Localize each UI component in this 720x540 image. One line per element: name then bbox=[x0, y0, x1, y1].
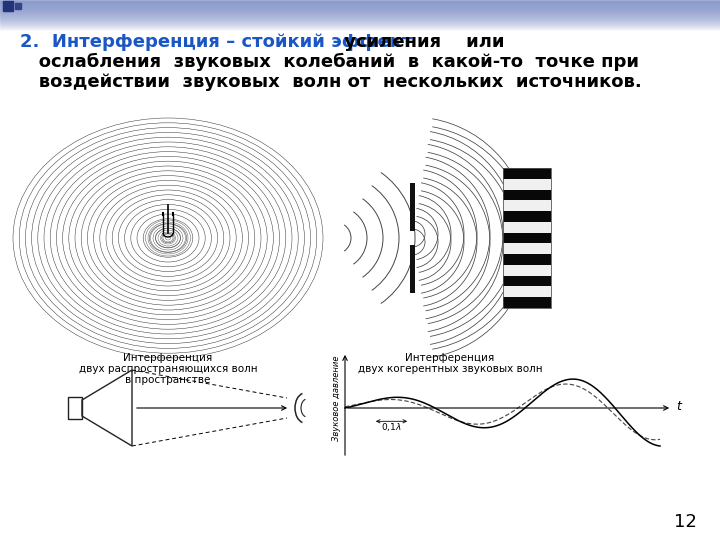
Bar bbox=[503, 276, 551, 286]
Bar bbox=[410, 245, 415, 293]
Bar bbox=[3, 1, 13, 11]
Text: двух когерентных звуковых волн: двух когерентных звуковых волн bbox=[358, 364, 542, 374]
Bar bbox=[503, 190, 551, 200]
Bar bbox=[0, 0, 720, 1]
Text: $0{,}1\lambda$: $0{,}1\lambda$ bbox=[381, 421, 402, 433]
Bar bbox=[0, 13, 720, 14]
Bar bbox=[0, 14, 720, 15]
Bar bbox=[0, 8, 720, 9]
Bar bbox=[0, 10, 720, 11]
Bar bbox=[0, 28, 720, 29]
Text: Звуковое давление: Звуковое давление bbox=[332, 355, 341, 441]
Bar bbox=[0, 11, 720, 12]
Bar bbox=[0, 19, 720, 20]
Bar bbox=[0, 25, 720, 26]
Text: Интерференция: Интерференция bbox=[123, 353, 212, 363]
Bar bbox=[503, 168, 551, 179]
Text: в пространстве: в пространстве bbox=[125, 375, 211, 385]
Bar bbox=[0, 29, 720, 30]
Text: 12: 12 bbox=[674, 513, 696, 531]
Bar bbox=[0, 3, 720, 4]
Bar bbox=[0, 20, 720, 21]
Bar bbox=[0, 4, 720, 5]
Text: воздействии  звуковых  волн от  нескольких  источников.: воздействии звуковых волн от нескольких … bbox=[20, 73, 642, 91]
Bar bbox=[0, 17, 720, 18]
Text: усиления    или: усиления или bbox=[338, 33, 505, 51]
Bar bbox=[503, 222, 551, 233]
Bar bbox=[503, 211, 551, 222]
Bar bbox=[0, 22, 720, 23]
Text: t: t bbox=[676, 400, 681, 413]
Bar bbox=[0, 26, 720, 27]
Bar bbox=[0, 23, 720, 24]
Bar bbox=[0, 15, 720, 16]
Bar bbox=[503, 168, 551, 308]
Bar bbox=[0, 9, 720, 10]
Bar bbox=[410, 183, 415, 231]
Bar bbox=[0, 6, 720, 7]
Bar bbox=[0, 7, 720, 8]
Text: Интерференция: Интерференция bbox=[405, 353, 495, 363]
Bar bbox=[0, 12, 720, 13]
Bar bbox=[503, 179, 551, 190]
Bar bbox=[0, 21, 720, 22]
Bar bbox=[0, 24, 720, 25]
Bar bbox=[503, 233, 551, 244]
Bar bbox=[503, 244, 551, 254]
Bar bbox=[503, 265, 551, 276]
Text: ослабления  звуковых  колебаний  в  какой-то  точке при: ослабления звуковых колебаний в какой-то… bbox=[20, 53, 639, 71]
Bar bbox=[68, 397, 82, 419]
Bar bbox=[0, 18, 720, 19]
Bar bbox=[503, 254, 551, 265]
Text: двух распространяющихся волн: двух распространяющихся волн bbox=[78, 364, 257, 374]
Bar bbox=[0, 16, 720, 17]
Bar bbox=[15, 3, 21, 9]
Bar bbox=[0, 1, 720, 2]
Bar bbox=[503, 286, 551, 297]
Bar bbox=[503, 297, 551, 308]
Bar bbox=[0, 27, 720, 28]
Bar bbox=[503, 200, 551, 211]
Text: 2.  Интерференция – стойкий эффект: 2. Интерференция – стойкий эффект bbox=[20, 33, 413, 51]
Bar bbox=[0, 5, 720, 6]
Bar bbox=[0, 2, 720, 3]
